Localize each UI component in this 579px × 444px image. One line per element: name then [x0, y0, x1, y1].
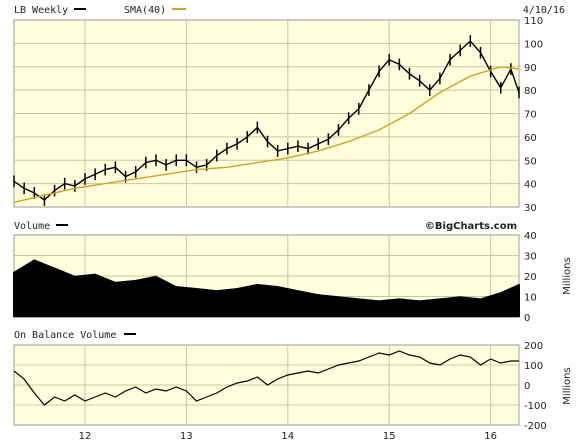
price-y-tick-label: 80 — [524, 86, 537, 97]
price-y-tick-label: 100 — [524, 39, 543, 50]
x-tick-label: 16 — [484, 431, 497, 442]
price-y-tick-label: 60 — [524, 133, 537, 144]
volume-y-axis: 40 30 20 10 0 — [524, 231, 537, 324]
sma-legend-label: SMA(40) — [124, 5, 166, 16]
obv-y-tick-label: 200 — [524, 341, 543, 352]
obv-y-axis: 200 100 0 -100 -200 — [524, 341, 547, 432]
x-tick-label: 14 — [281, 431, 294, 442]
price-y-tick-label: 90 — [524, 63, 537, 74]
volume-y-tick-label: 20 — [524, 272, 537, 283]
obv-unit: Millions — [562, 367, 573, 404]
volume-title: Volume — [14, 221, 50, 232]
price-y-tick-label: 40 — [524, 180, 537, 191]
x-axis: 12 13 14 15 16 — [79, 431, 497, 442]
price-y-tick-label: 110 — [524, 16, 543, 27]
x-tick-label: 13 — [180, 431, 193, 442]
x-tick-label: 15 — [383, 431, 396, 442]
watermark: ©BigCharts.com — [425, 221, 517, 232]
price-y-tick-label: 30 — [524, 203, 537, 214]
price-grid — [14, 20, 519, 207]
obv-plot — [13, 350, 519, 406]
header-title: LB Weekly — [14, 5, 68, 16]
header-date: 4/10/16 — [523, 5, 565, 16]
volume-y-tick-label: 10 — [524, 293, 537, 304]
volume-unit: Millions — [562, 257, 573, 294]
x-tick-label: 12 — [79, 431, 92, 442]
obv-y-tick-label: -200 — [524, 421, 547, 432]
price-y-tick-label: 50 — [524, 156, 537, 167]
price-series-line — [13, 39, 520, 201]
obv-title: On Balance Volume — [14, 330, 116, 341]
obv-y-tick-label: 0 — [524, 381, 530, 392]
sma-series-line — [13, 66, 520, 203]
volume-y-tick-label: 30 — [524, 252, 537, 263]
price-y-axis: 110 100 90 80 70 60 50 40 30 — [524, 16, 543, 214]
volume-y-tick-label: 40 — [524, 231, 537, 242]
obv-y-tick-label: -100 — [524, 401, 547, 412]
price-y-tick-label: 70 — [524, 110, 537, 121]
volume-plot — [13, 259, 520, 318]
obv-series-line — [13, 350, 519, 406]
obv-y-tick-label: 100 — [524, 361, 543, 372]
price-plot — [13, 35, 520, 206]
volume-y-tick-label: 0 — [524, 313, 530, 324]
obv-grid — [14, 345, 519, 425]
